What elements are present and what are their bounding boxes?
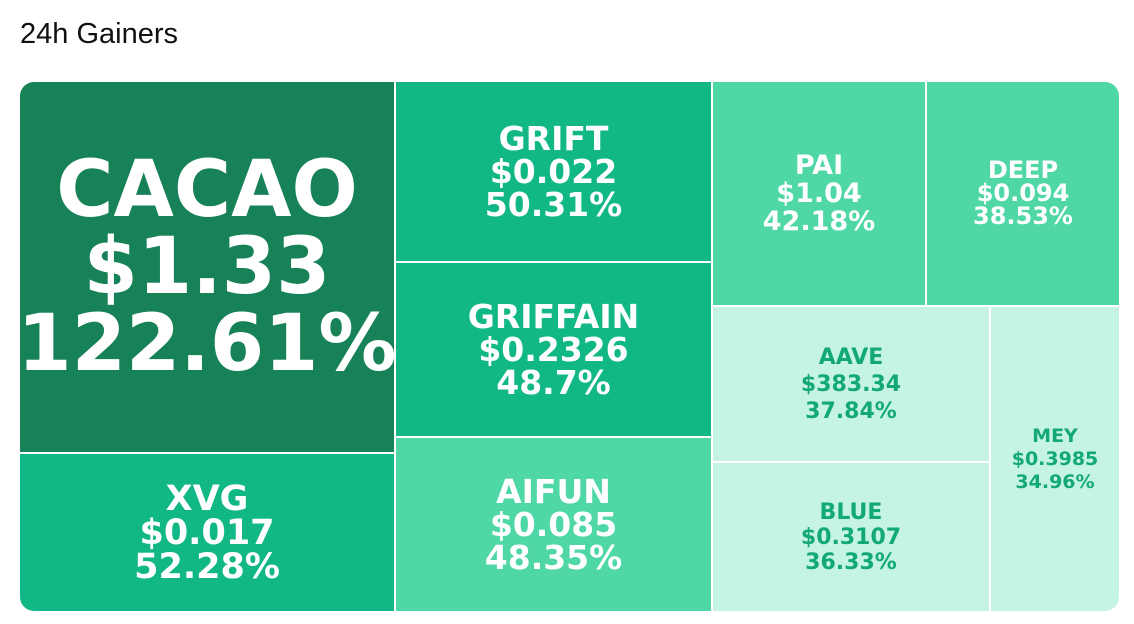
gainers-treemap: CACAO $1.33 122.61% XVG $0.017 52.28% GR… bbox=[20, 82, 1119, 611]
tile-pai[interactable]: PAI $1.04 42.18% bbox=[713, 82, 925, 305]
tile-symbol: PAI bbox=[794, 149, 844, 181]
tile-change: 48.7% bbox=[496, 363, 611, 402]
page-title: 24h Gainers bbox=[20, 18, 178, 50]
tile-griffain[interactable]: GRIFFAIN $0.2326 48.7% bbox=[396, 263, 711, 436]
tile-symbol: CACAO bbox=[56, 144, 358, 235]
tile-change: 50.31% bbox=[484, 185, 623, 224]
tile-price: $0.094 bbox=[976, 179, 1070, 207]
tile-price: $1.04 bbox=[776, 177, 862, 209]
tile-symbol: MEY bbox=[1032, 424, 1078, 447]
tile-symbol: GRIFFAIN bbox=[467, 297, 640, 336]
tile-change: 42.18% bbox=[762, 205, 876, 237]
tile-price: $0.022 bbox=[489, 152, 618, 191]
tile-grift[interactable]: GRIFT $0.022 50.31% bbox=[396, 82, 711, 261]
tile-symbol: XVG bbox=[165, 478, 249, 519]
tile-change: 37.84% bbox=[805, 398, 897, 424]
tile-symbol: GRIFT bbox=[498, 119, 609, 158]
tile-change: 38.53% bbox=[973, 202, 1073, 230]
tile-symbol: AIFUN bbox=[496, 472, 611, 511]
tile-price: $0.3107 bbox=[800, 524, 902, 550]
tile-price: $0.3985 bbox=[1011, 447, 1099, 470]
tile-change: 52.28% bbox=[134, 546, 280, 587]
tile-symbol: DEEP bbox=[987, 156, 1059, 184]
tile-change: 122.61% bbox=[20, 298, 397, 389]
tile-cacao[interactable]: CACAO $1.33 122.61% bbox=[20, 82, 397, 452]
tile-aave[interactable]: AAVE $383.34 37.84% bbox=[713, 307, 989, 461]
tile-price: $0.017 bbox=[139, 512, 275, 553]
tile-price: $383.34 bbox=[800, 371, 902, 397]
tile-change: 36.33% bbox=[805, 549, 897, 575]
tile-price: $0.2326 bbox=[478, 330, 629, 369]
tile-mey[interactable]: MEY $0.3985 34.96% bbox=[991, 307, 1119, 611]
tile-aifun[interactable]: AIFUN $0.085 48.35% bbox=[396, 438, 711, 611]
tile-price: $1.33 bbox=[83, 221, 331, 312]
tile-symbol: BLUE bbox=[819, 499, 883, 525]
tile-xvg[interactable]: XVG $0.017 52.28% bbox=[20, 454, 394, 611]
tile-blue[interactable]: BLUE $0.3107 36.33% bbox=[713, 463, 989, 611]
tile-symbol: AAVE bbox=[818, 344, 884, 370]
tile-deep[interactable]: DEEP $0.094 38.53% bbox=[927, 82, 1119, 305]
tile-change: 48.35% bbox=[484, 538, 623, 577]
tile-change: 34.96% bbox=[1015, 470, 1095, 493]
tile-price: $0.085 bbox=[489, 505, 618, 544]
